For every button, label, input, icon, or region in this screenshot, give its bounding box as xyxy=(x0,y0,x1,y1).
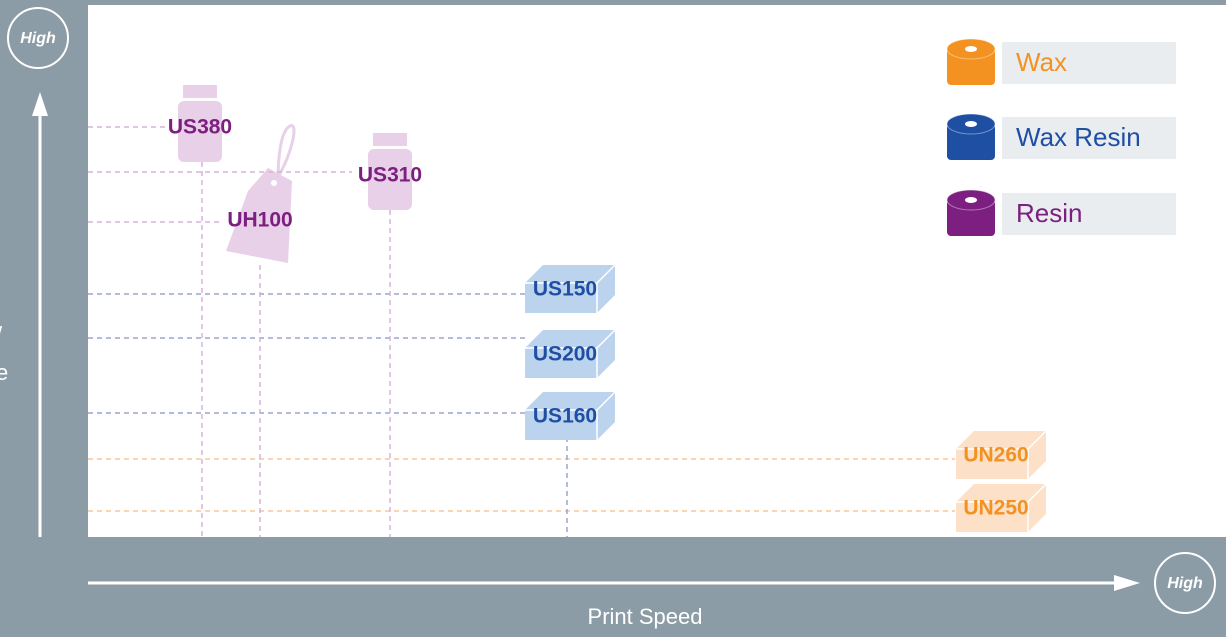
y-label-fragment: / xyxy=(0,322,3,347)
product-box xyxy=(956,484,1046,532)
y-badge-circle xyxy=(7,7,69,69)
product-label: UN250 xyxy=(963,497,1028,520)
legend-label: Resin xyxy=(1016,198,1082,228)
product-label: US160 xyxy=(533,405,597,428)
panel xyxy=(88,5,1226,537)
product-label: UH100 xyxy=(227,209,292,232)
legend-label: Wax Resin xyxy=(1016,122,1141,152)
product-label: UN260 xyxy=(963,444,1028,467)
product-bottle-cap xyxy=(183,85,217,98)
product-box xyxy=(525,265,615,313)
x-badge-circle xyxy=(1154,552,1216,614)
legend-icon-hole xyxy=(965,197,977,203)
legend-icon xyxy=(947,124,995,160)
product-bottle xyxy=(178,101,222,162)
x-badge: High xyxy=(1167,575,1203,592)
y-arrow-head xyxy=(32,92,48,116)
legend-box xyxy=(1002,117,1176,159)
product-bottle xyxy=(368,149,412,210)
product-box xyxy=(956,431,1046,479)
legend-box xyxy=(1002,193,1176,235)
product-tag xyxy=(226,168,292,263)
product-bottle-cap xyxy=(373,133,407,146)
product-label: US150 xyxy=(533,278,597,301)
product-box xyxy=(525,392,615,440)
product-label: US380 xyxy=(168,116,232,139)
legend-icon-hole xyxy=(965,121,977,127)
y-label-fragment: e xyxy=(0,360,8,385)
product-label: US200 xyxy=(533,343,597,366)
x-arrow-head xyxy=(1114,575,1140,591)
product-tag-hole xyxy=(271,180,277,186)
legend-icon xyxy=(947,49,995,85)
product-label: US310 xyxy=(358,164,422,187)
product-box xyxy=(525,330,615,378)
legend-box xyxy=(1002,42,1176,84)
legend-icon xyxy=(947,200,995,236)
legend-label: Wax xyxy=(1016,47,1067,77)
legend-icon-hole xyxy=(965,46,977,52)
product-tag-string xyxy=(272,124,296,184)
y-badge: High xyxy=(20,30,56,47)
x-axis-label: Print Speed xyxy=(588,604,703,629)
